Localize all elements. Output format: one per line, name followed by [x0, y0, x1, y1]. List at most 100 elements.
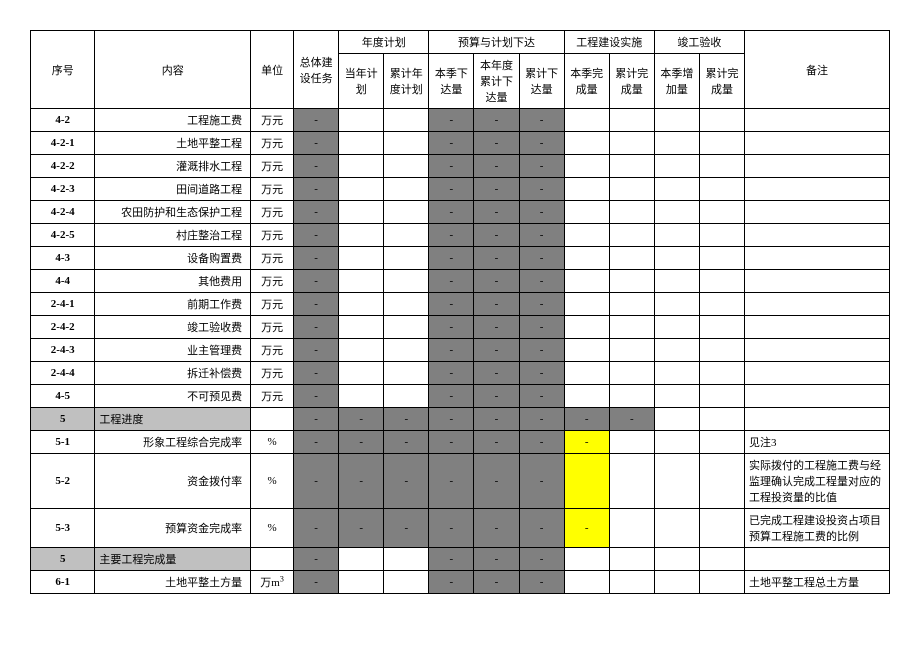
cell [609, 571, 654, 594]
cell: 4-5 [31, 385, 95, 408]
cell [699, 224, 744, 247]
cell [384, 132, 429, 155]
cell [564, 362, 609, 385]
cell [699, 385, 744, 408]
cell: - [429, 270, 474, 293]
cell [609, 132, 654, 155]
cell: - [339, 509, 384, 548]
cell: 万元 [251, 339, 294, 362]
cell [384, 316, 429, 339]
table-row: 4-2-1土地平整工程万元---- [31, 132, 890, 155]
cell: 前期工作费 [95, 293, 251, 316]
cell: 设备购置费 [95, 247, 251, 270]
cell [609, 224, 654, 247]
cell: - [294, 548, 339, 571]
cell: 4-2-3 [31, 178, 95, 201]
cell: 万元 [251, 316, 294, 339]
cell: 万元 [251, 201, 294, 224]
cell: 业主管理费 [95, 339, 251, 362]
cell: - [474, 385, 519, 408]
header-year-cum-issue: 本年度累计下达量 [474, 54, 519, 109]
cell [699, 408, 744, 431]
cell [745, 408, 890, 431]
cell [564, 385, 609, 408]
cell [384, 201, 429, 224]
cell [699, 247, 744, 270]
cell [564, 548, 609, 571]
cell [384, 247, 429, 270]
cell: 2-4-3 [31, 339, 95, 362]
cell: - [294, 201, 339, 224]
cell: - [384, 408, 429, 431]
header-acceptance: 竣工验收 [654, 31, 744, 54]
cell: - [474, 270, 519, 293]
cell [745, 109, 890, 132]
cell: - [339, 454, 384, 509]
cell: - [519, 132, 564, 155]
table-row: 5-3预算资金完成率%-------已完成工程建设投资占项目预算工程施工费的比例 [31, 509, 890, 548]
cell: - [519, 431, 564, 454]
cell [384, 571, 429, 594]
cell [609, 454, 654, 509]
cell: - [294, 109, 339, 132]
cell: 农田防护和生态保护工程 [95, 201, 251, 224]
cell: 2-4-4 [31, 362, 95, 385]
cell [251, 548, 294, 571]
table-row: 4-2-5村庄整治工程万元---- [31, 224, 890, 247]
cell: - [429, 247, 474, 270]
cell: 4-4 [31, 270, 95, 293]
cell: 2-4-2 [31, 316, 95, 339]
cell [384, 548, 429, 571]
cell: 万元 [251, 385, 294, 408]
cell: - [294, 362, 339, 385]
cell: - [429, 339, 474, 362]
cell [609, 339, 654, 362]
cell: - [474, 293, 519, 316]
cell: 4-2-4 [31, 201, 95, 224]
cell [654, 385, 699, 408]
cell [699, 132, 744, 155]
cell [339, 201, 384, 224]
cell [339, 132, 384, 155]
cell [654, 155, 699, 178]
cell [654, 454, 699, 509]
cell [609, 548, 654, 571]
table-row: 2-4-4拆迁补偿费万元---- [31, 362, 890, 385]
cell [609, 109, 654, 132]
table-row: 2-4-2竣工验收费万元---- [31, 316, 890, 339]
cell [609, 155, 654, 178]
cell [654, 132, 699, 155]
cell: 资金拨付率 [95, 454, 251, 509]
cell [699, 509, 744, 548]
cell [699, 571, 744, 594]
cell [564, 270, 609, 293]
cell [745, 362, 890, 385]
cell [699, 548, 744, 571]
cell: 万元 [251, 362, 294, 385]
cell [654, 362, 699, 385]
cell [609, 247, 654, 270]
table-row: 5-1形象工程综合完成率%-------见注3 [31, 431, 890, 454]
cell: - [474, 339, 519, 362]
cell: - [429, 548, 474, 571]
cell [384, 224, 429, 247]
cell: - [474, 178, 519, 201]
cell [564, 132, 609, 155]
cell: 万元 [251, 270, 294, 293]
cell [564, 155, 609, 178]
cell: 5-3 [31, 509, 95, 548]
cell: - [474, 571, 519, 594]
cell: - [474, 509, 519, 548]
cell: - [564, 408, 609, 431]
cell [384, 293, 429, 316]
cell: - [294, 454, 339, 509]
cell: 5-2 [31, 454, 95, 509]
cell: - [429, 509, 474, 548]
cell [609, 201, 654, 224]
cell: - [429, 178, 474, 201]
cell [654, 548, 699, 571]
table-row: 4-2-2灌溉排水工程万元---- [31, 155, 890, 178]
cell: - [474, 408, 519, 431]
cell [745, 132, 890, 155]
cell: - [519, 178, 564, 201]
